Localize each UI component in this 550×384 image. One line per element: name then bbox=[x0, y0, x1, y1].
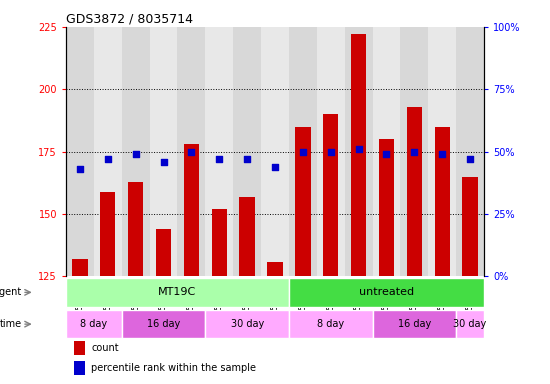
Text: agent: agent bbox=[0, 287, 22, 297]
Bar bbox=[295, 127, 311, 276]
Bar bbox=[205, 310, 289, 338]
Text: 30 day: 30 day bbox=[230, 319, 264, 329]
Point bbox=[410, 149, 419, 155]
Bar bbox=[184, 144, 199, 276]
Bar bbox=[289, 27, 317, 276]
Bar bbox=[205, 27, 233, 276]
Text: 16 day: 16 day bbox=[398, 319, 431, 329]
Text: 8 day: 8 day bbox=[317, 319, 344, 329]
Bar bbox=[345, 27, 372, 276]
Bar bbox=[72, 259, 87, 276]
Text: 8 day: 8 day bbox=[80, 319, 107, 329]
Bar bbox=[372, 27, 400, 276]
Text: MT19C: MT19C bbox=[158, 287, 196, 297]
Bar bbox=[122, 27, 150, 276]
Point bbox=[354, 146, 363, 152]
Point bbox=[215, 156, 224, 162]
Bar bbox=[372, 310, 456, 338]
Bar bbox=[351, 35, 366, 276]
Bar bbox=[289, 310, 372, 338]
Point bbox=[438, 151, 447, 157]
Text: time: time bbox=[0, 319, 22, 329]
Bar bbox=[406, 107, 422, 276]
Bar bbox=[456, 310, 484, 338]
Bar bbox=[317, 27, 345, 276]
Point bbox=[103, 156, 112, 162]
Bar bbox=[434, 127, 450, 276]
Bar bbox=[100, 192, 116, 276]
Bar bbox=[150, 27, 178, 276]
Point bbox=[243, 156, 251, 162]
Point bbox=[159, 159, 168, 165]
Bar bbox=[267, 262, 283, 276]
Point bbox=[382, 151, 391, 157]
Point bbox=[187, 149, 196, 155]
Bar bbox=[212, 209, 227, 276]
Point bbox=[466, 156, 475, 162]
Text: 30 day: 30 day bbox=[453, 319, 487, 329]
Bar bbox=[66, 278, 289, 307]
Text: 16 day: 16 day bbox=[147, 319, 180, 329]
Point bbox=[75, 166, 84, 172]
Bar bbox=[428, 27, 456, 276]
Bar bbox=[66, 310, 122, 338]
Point bbox=[326, 149, 335, 155]
Bar bbox=[323, 114, 338, 276]
Point bbox=[131, 151, 140, 157]
Text: count: count bbox=[91, 343, 119, 353]
Bar bbox=[66, 27, 94, 276]
Text: untreated: untreated bbox=[359, 287, 414, 297]
Point bbox=[271, 164, 279, 170]
Bar bbox=[122, 310, 205, 338]
Bar bbox=[239, 197, 255, 276]
Bar bbox=[379, 139, 394, 276]
Bar bbox=[156, 229, 171, 276]
Bar bbox=[261, 27, 289, 276]
Text: percentile rank within the sample: percentile rank within the sample bbox=[91, 363, 256, 373]
Bar bbox=[94, 27, 122, 276]
Bar bbox=[74, 361, 85, 375]
Bar bbox=[289, 278, 484, 307]
Bar bbox=[74, 341, 85, 355]
Bar bbox=[233, 27, 261, 276]
Bar bbox=[456, 27, 484, 276]
Text: GDS3872 / 8035714: GDS3872 / 8035714 bbox=[66, 13, 193, 26]
Bar bbox=[128, 182, 144, 276]
Bar bbox=[400, 27, 428, 276]
Point bbox=[299, 149, 307, 155]
Bar bbox=[463, 177, 478, 276]
Bar bbox=[178, 27, 205, 276]
